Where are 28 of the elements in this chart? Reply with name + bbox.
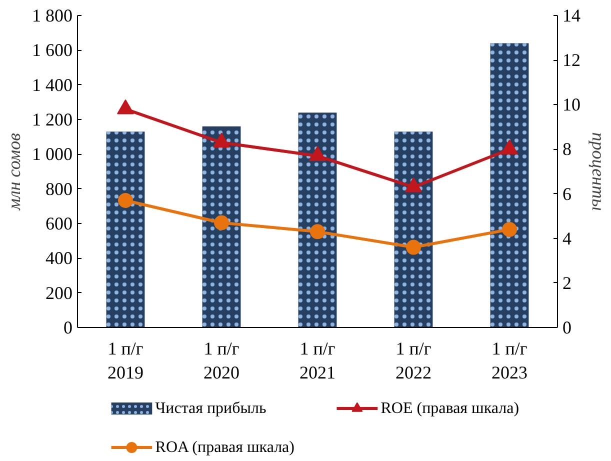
y2-tick-label: 10 [562, 94, 580, 115]
legend-label: Чистая прибыль [155, 400, 266, 417]
x-tick-label: 1 п/г 2019 [108, 338, 144, 382]
y-tick-label: 1 000 [32, 144, 72, 164]
y-axis-title: млн сомов [4, 132, 24, 211]
x-tick-label: 1 п/г 2020 [204, 338, 240, 382]
y-tick-label: 1 400 [32, 74, 72, 95]
y-tick-label: 1 600 [32, 40, 72, 60]
y-tick-label: 200 [46, 282, 72, 303]
x-tick-label: 1 п/г 2021 [300, 338, 336, 382]
legend-label: ROA (правая шкала) [155, 439, 294, 456]
y-tick-label: 0 [64, 318, 72, 338]
y2-tick-label: 12 [562, 50, 580, 70]
y2-tick-label: 6 [562, 184, 572, 204]
x-tick-label: 1 п/г 2023 [492, 338, 528, 382]
y-tick-label: 800 [46, 178, 72, 199]
y2-tick-label: 8 [562, 139, 572, 160]
y2-tick-label: 4 [562, 228, 572, 248]
y2-tick-label: 14 [562, 6, 580, 26]
x-tick-label: 1 п/г 2022 [396, 338, 432, 382]
y2-tick-label: 0 [562, 318, 572, 338]
y-tick-label: 600 [46, 214, 72, 234]
y2-tick-label: 2 [562, 272, 572, 293]
y-tick-label: 1 200 [32, 110, 72, 130]
y2-axis-title: проценты [588, 132, 608, 211]
legend-label: ROE (правая шкала) [380, 400, 520, 417]
y-tick-label: 1 800 [32, 6, 72, 26]
y-tick-label: 400 [46, 248, 72, 268]
